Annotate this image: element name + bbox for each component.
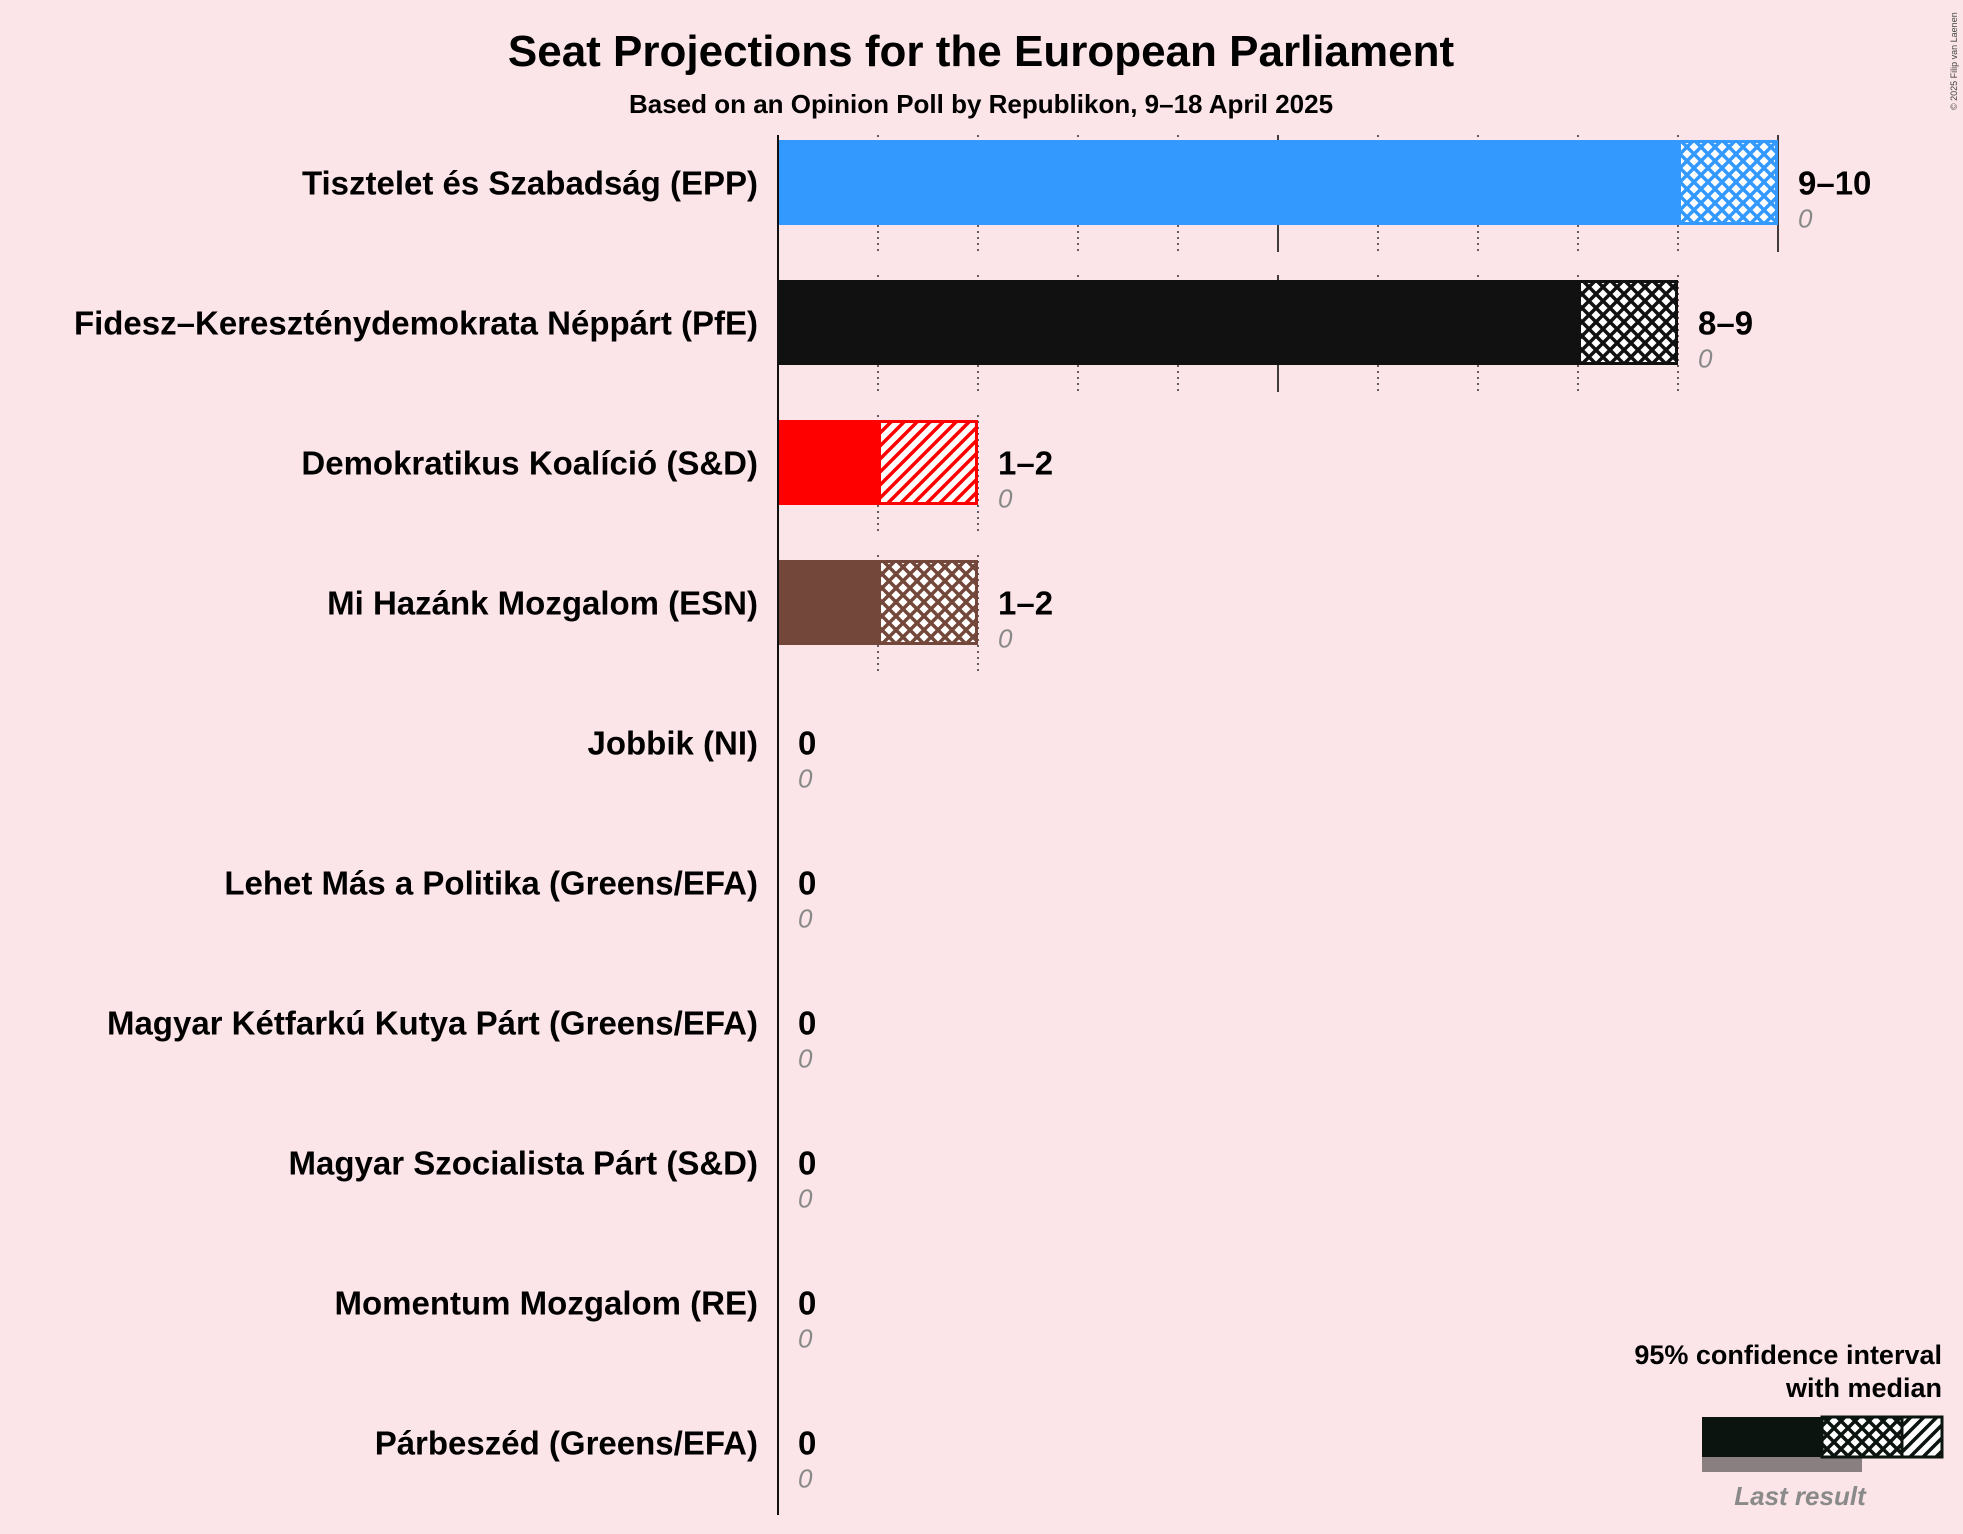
chart-subtitle: Based on an Opinion Poll by Republikon, … xyxy=(629,89,1333,119)
party-label: Lehet Más a Politika (Greens/EFA) xyxy=(224,865,758,902)
bar-solid xyxy=(778,420,878,505)
legend-last-result-label: Last result xyxy=(1734,1481,1867,1511)
last-result-label: 0 xyxy=(798,1044,813,1074)
range-label: 8–9 xyxy=(1698,305,1753,342)
last-result-label: 0 xyxy=(798,764,813,794)
last-result-label: 0 xyxy=(798,1324,813,1354)
bar-interval xyxy=(878,560,978,645)
bar-solid xyxy=(778,280,1578,365)
range-label: 0 xyxy=(798,725,816,762)
range-label: 0 xyxy=(798,1425,816,1462)
party-label: Magyar Kétfarkú Kutya Párt (Greens/EFA) xyxy=(107,1005,758,1042)
party-label: Demokratikus Koalíció (S&D) xyxy=(301,445,758,482)
party-label: Tisztelet és Szabadság (EPP) xyxy=(302,165,758,202)
last-result-label: 0 xyxy=(1798,204,1813,234)
range-label: 0 xyxy=(798,1145,816,1182)
party-label: Jobbik (NI) xyxy=(588,725,759,762)
bars xyxy=(778,140,1778,645)
last-result-label: 0 xyxy=(1698,344,1713,374)
last-result-label: 0 xyxy=(798,904,813,934)
party-label: Momentum Mozgalom (RE) xyxy=(335,1285,758,1322)
last-result-label: 0 xyxy=(998,484,1013,514)
legend-line-2: with median xyxy=(1785,1373,1942,1403)
labels: Tisztelet és Szabadság (EPP) 9–100Fidesz–… xyxy=(74,165,1871,1494)
bar-interval xyxy=(878,420,978,505)
chart-title: Seat Projections for the European Parlia… xyxy=(508,27,1455,76)
legend-last-result-bar xyxy=(1702,1455,1862,1472)
range-label: 1–2 xyxy=(998,445,1053,482)
copyright-note: © 2025 Filip van Laenen xyxy=(1949,12,1959,110)
party-label: Mi Hazánk Mozgalom (ESN) xyxy=(327,585,758,622)
legend-diagonal-box xyxy=(1900,1415,1944,1459)
range-label: 1–2 xyxy=(998,585,1053,622)
range-label: 9–10 xyxy=(1798,165,1871,202)
bar-interval xyxy=(1578,280,1678,365)
party-label: Párbeszéd (Greens/EFA) xyxy=(375,1425,758,1462)
range-label: 0 xyxy=(798,1285,816,1322)
bar-solid xyxy=(778,140,1678,225)
range-label: 0 xyxy=(798,1005,816,1042)
last-result-label: 0 xyxy=(798,1184,813,1214)
party-label: Fidesz–Kereszténydemokrata Néppárt (PfE) xyxy=(74,305,758,342)
last-result-label: 0 xyxy=(798,1464,813,1494)
bar-solid xyxy=(778,560,878,645)
legend-cross-box xyxy=(1820,1415,1904,1459)
last-result-label: 0 xyxy=(998,624,1013,654)
legend-line-1: 95% confidence interval xyxy=(1634,1340,1942,1370)
range-label: 0 xyxy=(798,865,816,902)
bar-interval xyxy=(1678,140,1778,225)
party-label: Magyar Szocialista Párt (S&D) xyxy=(289,1145,758,1182)
legend-solid-box xyxy=(1702,1417,1822,1457)
legend: 95% confidence interval with median Last… xyxy=(1634,1340,1944,1511)
